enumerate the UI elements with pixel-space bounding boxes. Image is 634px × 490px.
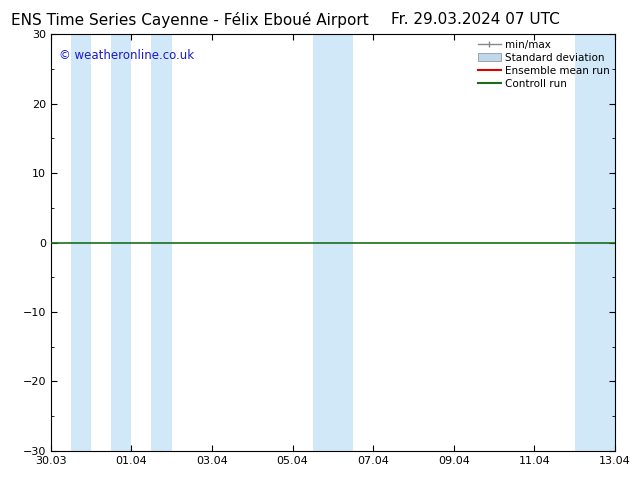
Bar [152,34,172,451]
Text: Fr. 29.03.2024 07 UTC: Fr. 29.03.2024 07 UTC [391,12,560,27]
Legend: min/max, Standard deviation, Ensemble mean run, Controll run: min/max, Standard deviation, Ensemble me… [478,40,610,89]
Bar [574,34,634,451]
Bar [313,34,353,451]
Text: © weatheronline.co.uk: © weatheronline.co.uk [59,49,194,62]
Text: ENS Time Series Cayenne - Félix Eboué Airport: ENS Time Series Cayenne - Félix Eboué Ai… [11,12,369,28]
Bar [111,34,131,451]
Bar [71,34,91,451]
